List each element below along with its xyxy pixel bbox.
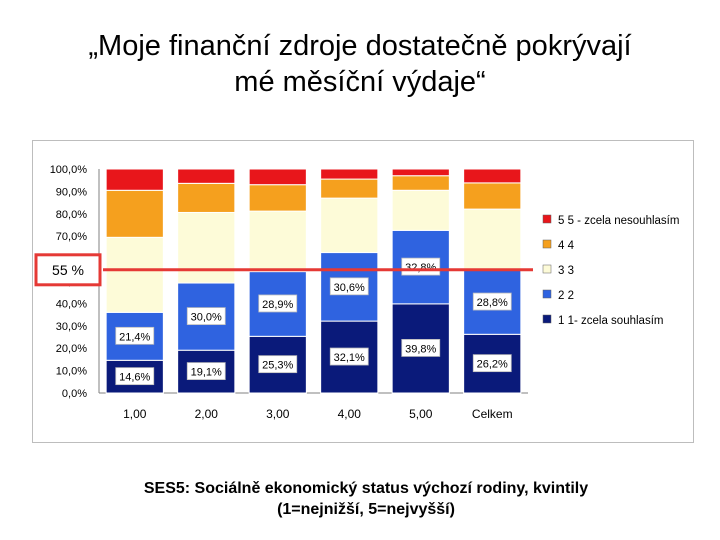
data-label-box — [186, 307, 226, 326]
bar-segment-series-4 — [391, 175, 450, 191]
bar-segment-series-3 — [320, 197, 379, 254]
chart-title: „Moje finanční zdroje dostatečně pokrýva… — [0, 28, 720, 100]
bar-segment-series-3 — [391, 189, 450, 231]
data-label-box — [258, 294, 298, 313]
legend-label: 1 1- zcela souhlasím — [558, 315, 663, 327]
bar-segment-series-3 — [177, 211, 236, 284]
legend-swatch — [542, 289, 552, 299]
data-label: 32,8% — [405, 262, 436, 274]
bar-segment-series-3 — [248, 210, 307, 273]
data-label-box — [115, 367, 155, 386]
data-label-box — [329, 347, 369, 366]
bar-segment-series-4 — [248, 184, 307, 212]
data-label: 30,0% — [191, 312, 222, 324]
chart-caption-line-1: SES5: Sociálně ekonomický status výchozí… — [143, 480, 589, 497]
x-tick-label: 2,00 — [195, 407, 219, 421]
bar-segment-series-4 — [105, 189, 164, 238]
bar-segment-series-5 — [177, 168, 236, 184]
bar-segment-series-4 — [463, 182, 522, 210]
data-label-box — [329, 277, 369, 296]
chart-caption: SES5: Sociálně ekonomický status výchozí… — [0, 478, 720, 520]
data-label: 19,1% — [191, 367, 222, 379]
chart-frame: 0,0%10,0%20,0%30,0%40,0%50,0%60,0%70,0%8… — [32, 140, 694, 443]
y-tick-label: 40,0% — [56, 298, 87, 310]
data-label-box — [472, 292, 512, 311]
y-tick-label: 80,0% — [56, 209, 87, 221]
y-tick-label: 20,0% — [56, 343, 87, 355]
bar-segment-series-4 — [177, 182, 236, 213]
bar-segment-series-3 — [105, 236, 164, 313]
data-label: 32,1% — [334, 352, 365, 364]
legend-label: 3 3 — [558, 265, 574, 277]
x-tick-label: 4,00 — [338, 407, 362, 421]
bar-segment-series-5 — [105, 168, 164, 191]
legend-swatch — [542, 214, 552, 224]
y-tick-label: 70,0% — [56, 231, 87, 243]
data-label-box — [472, 354, 512, 373]
chart-title-line-1: „Moje finanční zdroje dostatečně pokrýva… — [88, 30, 632, 62]
y-tick-label: 0,0% — [62, 388, 87, 400]
legend-swatch — [542, 264, 552, 274]
bar-segment-series-5 — [463, 168, 522, 184]
legend-label: 5 5 - zcela nesouhlasím — [558, 215, 679, 227]
data-label: 14,6% — [119, 372, 150, 384]
data-label-box — [401, 339, 441, 357]
y-tick-label: 90,0% — [56, 186, 87, 198]
stacked-bar-chart: 0,0%10,0%20,0%30,0%40,0%50,0%60,0%70,0%8… — [34, 164, 679, 421]
y-tick-label: 100,0% — [50, 164, 88, 176]
x-tick-label: Celkem — [472, 407, 513, 421]
legend-swatch — [542, 314, 552, 324]
bar-segment-series-5 — [248, 168, 307, 186]
data-label: 28,9% — [262, 299, 293, 311]
y-tick-label: 10,0% — [56, 366, 87, 378]
data-label-box — [258, 355, 298, 374]
x-tick-label: 5,00 — [409, 407, 433, 421]
legend-label: 4 4 — [558, 240, 575, 252]
y-tick-label: 30,0% — [56, 321, 87, 333]
reference-label: 55 % — [52, 262, 84, 278]
x-tick-label: 1,00 — [123, 407, 147, 421]
bar-segment-series-4 — [320, 178, 379, 199]
data-label-box — [186, 362, 226, 381]
legend-swatch — [542, 239, 552, 249]
data-label: 30,6% — [334, 282, 365, 294]
legend-label: 2 2 — [558, 290, 574, 302]
data-label: 28,8% — [477, 297, 508, 309]
x-tick-label: 3,00 — [266, 407, 290, 421]
reference-label-box — [34, 253, 102, 287]
data-label: 21,4% — [119, 331, 150, 343]
bar-segment-series-5 — [320, 168, 379, 180]
bar-segment-series-5 — [391, 168, 450, 177]
data-label: 25,3% — [262, 360, 293, 372]
data-label: 26,2% — [477, 359, 508, 371]
chart-title-line-2: mé měsíční výdaje“ — [234, 66, 486, 98]
bar-segment-series-3 — [463, 208, 522, 271]
data-label-box — [115, 326, 155, 345]
chart-caption-line-2: (1=nejnižší, 5=nejvyšší) — [277, 501, 455, 518]
data-label: 39,8% — [405, 343, 436, 355]
